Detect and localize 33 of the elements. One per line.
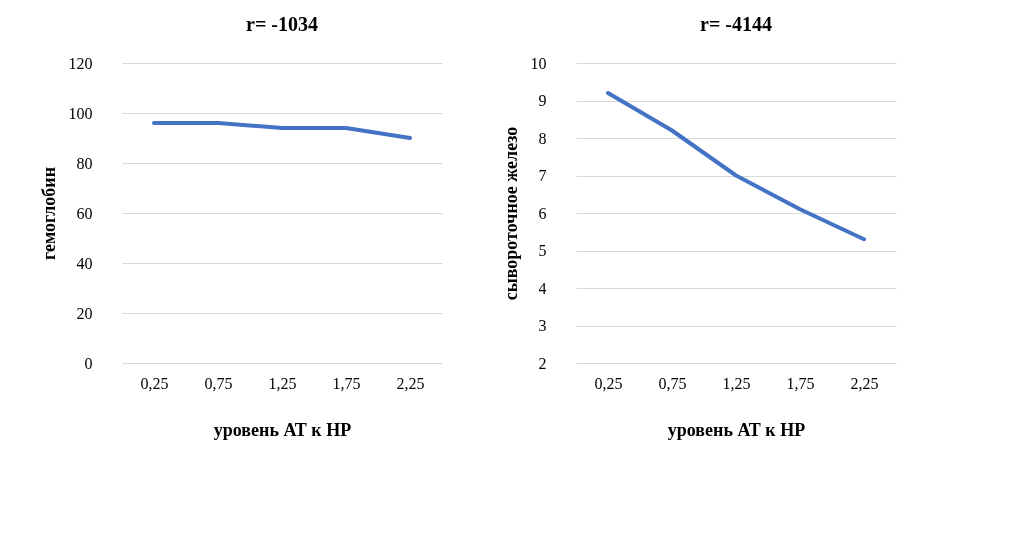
y-tick-label: 8 (538, 129, 547, 147)
x-tick-label: 2,25 (850, 374, 879, 392)
y-tick-label: 4 (538, 279, 547, 297)
line-series (606, 91, 866, 242)
y-tick-label: 10 (530, 54, 547, 72)
y-tick-label: 5 (538, 242, 547, 259)
x-axis-title: уровень АТ к HP (667, 419, 806, 440)
x-tick-label: 0,25 (594, 374, 623, 392)
x-tick-label: 1,25 (722, 374, 751, 392)
x-tick-label: 0,75 (204, 374, 233, 392)
y-tick-label: 2 (538, 354, 547, 372)
chart-title: r= -4144 (700, 13, 772, 35)
x-tick-label: 1,75 (786, 374, 815, 392)
y-tick-label: 7 (538, 167, 547, 184)
x-tick-label: 2,25 (396, 374, 425, 392)
x-tick-label: 1,75 (332, 374, 361, 392)
x-tick-label: 1,25 (268, 374, 297, 392)
y-tick-label: 9 (538, 92, 547, 109)
y-tick-label: 20 (76, 304, 93, 322)
y-tick-label: 60 (76, 204, 93, 222)
y-tick-label: 6 (538, 204, 547, 222)
y-axis-title: сывороточное железо (500, 126, 521, 301)
x-tick-label: 0,25 (140, 374, 169, 392)
y-tick-label: 3 (538, 317, 547, 334)
y-tick-label: 40 (76, 254, 93, 272)
y-tick-label: 80 (76, 154, 93, 172)
y-tick-label: 100 (68, 104, 93, 122)
y-tick-label: 120 (68, 54, 93, 72)
y-tick-label: 0 (84, 354, 93, 372)
x-axis-title: уровень АТ к HP (213, 419, 352, 440)
x-tick-label: 0,75 (658, 374, 687, 392)
chart-title: r= -1034 (246, 13, 318, 35)
y-axis-title: гемоглобин (38, 166, 59, 261)
